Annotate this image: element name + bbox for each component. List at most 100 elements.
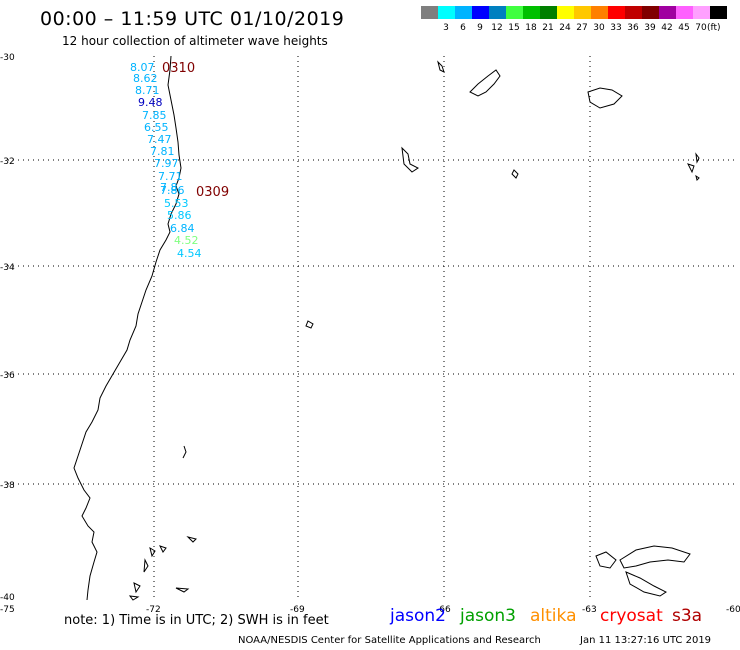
island-cluster-4	[143, 558, 149, 573]
wave-height-value: 5.86	[167, 209, 192, 222]
wave-height-value: 7.8	[160, 181, 178, 194]
legend-swatch	[608, 6, 625, 19]
legend-swatch	[693, 6, 710, 19]
wave-height-value: 7.97	[154, 157, 179, 170]
legend-label: 3	[443, 23, 449, 33]
legend-label: 6	[460, 23, 466, 33]
satellite-name: s3a	[672, 606, 703, 626]
island-se-2	[619, 545, 691, 569]
wave-height-value: 7.85	[142, 109, 167, 122]
longitude-label: -60	[726, 605, 740, 615]
island-e-2	[511, 169, 519, 179]
graticule: -30 -32 -34 -36 -38 -40 -75 -72 -69 -66 -63 -60	[0, 53, 740, 615]
legend-swatch	[472, 6, 489, 19]
legend-label: 45	[678, 23, 690, 33]
legend-label: 33	[610, 23, 622, 33]
island-desventuradas	[305, 320, 314, 329]
legend-label: 39	[644, 23, 656, 33]
legend-label: 18	[525, 23, 537, 33]
legend-swatch	[659, 6, 676, 19]
legend-swatch	[438, 6, 455, 19]
wave-height-value: 6.84	[170, 222, 195, 235]
satellite-name: cryosat	[600, 606, 663, 626]
latitude-label: -36	[0, 371, 15, 381]
latitude-label: -40	[0, 593, 15, 603]
island-cluster-3	[186, 536, 197, 543]
longitude-label: -63	[582, 605, 597, 615]
island-e-4	[695, 152, 700, 164]
latitude-label: -38	[0, 481, 15, 491]
legend-swatch	[455, 6, 472, 19]
wave-height-value: 8.62	[133, 72, 158, 85]
wave-height-value: 8.07	[130, 61, 155, 74]
island-e-1	[401, 146, 419, 173]
island-ne-1	[437, 60, 445, 73]
legend-swatch	[523, 6, 540, 19]
wave-height-value: 7.86	[160, 184, 185, 197]
wave-height-value: 4.54	[177, 247, 202, 260]
wave-height-value: 8.71	[135, 84, 160, 97]
wave-height-value: 5.53	[164, 197, 189, 210]
island-small	[182, 445, 187, 459]
legend-swatch	[574, 6, 591, 19]
legend-swatch	[591, 6, 608, 19]
island-ne-2	[469, 69, 501, 97]
legend-swatch	[421, 6, 438, 19]
longitude-label: -75	[0, 605, 15, 615]
footnote: note: 1) Time is in UTC; 2) SWH is in fe…	[64, 613, 329, 628]
legend-label: 24	[559, 23, 571, 33]
longitude-label: -72	[146, 605, 161, 615]
island-cluster-6	[133, 582, 141, 594]
legend-swatch	[676, 6, 693, 19]
legend-swatch	[506, 6, 523, 19]
wave-height-value: 6.55	[144, 121, 169, 134]
island-cluster-7	[128, 595, 140, 601]
wave-height-value: 7.47	[147, 133, 172, 146]
legend-label: 15	[508, 23, 520, 33]
island-se-1	[595, 551, 617, 569]
legend-unit: (ft)	[707, 23, 721, 33]
island-cluster-5	[175, 587, 190, 593]
wave-height-value: 4.52	[174, 234, 199, 247]
legend-swatch	[557, 6, 574, 19]
longitude-label: -66	[436, 605, 451, 615]
map-subtitle: 12 hour collection of altimeter wave hei…	[62, 34, 328, 48]
legend-label: 30	[593, 23, 605, 33]
wave-height-value: 7.71	[158, 170, 183, 183]
credit-line: NOAA/NESDIS Center for Satellite Applica…	[238, 635, 541, 646]
pass-time-label: 0309	[196, 185, 229, 200]
island-cluster-2	[159, 545, 167, 553]
legend-label: 36	[627, 23, 639, 33]
legend-swatch	[489, 6, 506, 19]
satellite-name: jason2	[390, 606, 446, 626]
latitude-label: -34	[0, 263, 15, 273]
longitude-label: -69	[290, 605, 305, 615]
island-se-3	[625, 571, 667, 597]
satellite-name: jason3	[460, 606, 516, 626]
island-ne-3	[587, 87, 623, 109]
latitude-label: -32	[0, 157, 15, 167]
pass-time-label: 0310	[162, 61, 195, 76]
legend-swatch	[642, 6, 659, 19]
legend-label: 27	[576, 23, 588, 33]
legend-swatch	[625, 6, 642, 19]
wave-height-value: 7.81	[150, 145, 175, 158]
chile-coastline	[73, 55, 182, 601]
island-e-3	[687, 163, 695, 174]
island-e-5	[695, 174, 700, 181]
map-title: 00:00 – 11:59 UTC 01/10/2019	[40, 8, 345, 30]
coastline	[73, 55, 700, 601]
legend-label: 21	[542, 23, 554, 33]
legend-label: 42	[661, 23, 673, 33]
generation-timestamp: Jan 11 13:27:16 UTC 2019	[580, 635, 712, 646]
legend-label: 12	[491, 23, 503, 33]
legend-label: 70	[695, 23, 707, 33]
wave-height-value: 9.48	[138, 96, 163, 109]
legend-swatch	[540, 6, 557, 19]
legend-label: 9	[477, 23, 483, 33]
altimeter-track: 0310 0309 8.078.628.719.487.856.557.477.81…	[130, 61, 229, 260]
latitude-label: -30	[0, 53, 15, 63]
legend-swatch	[710, 6, 727, 19]
island-cluster-1	[149, 546, 156, 558]
